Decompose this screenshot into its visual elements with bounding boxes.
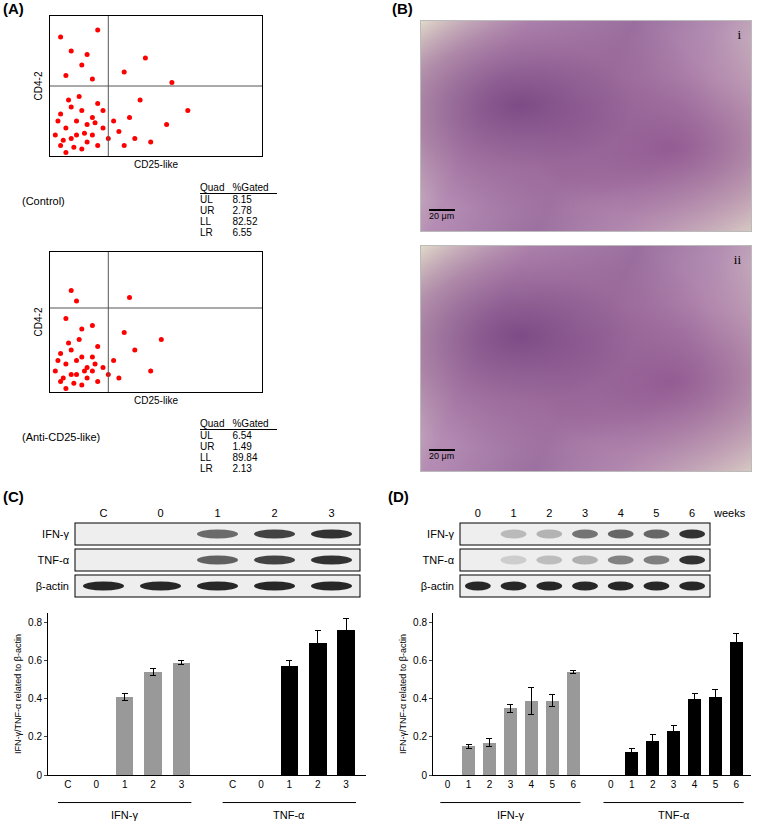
html-text:Quad: Quad [200,418,225,429]
svg-text:1: 1 [466,779,472,790]
svg-text:0.6: 0.6 [28,655,42,666]
html-text:8.15: 8.15 [232,194,252,205]
svg-text:2: 2 [546,507,552,519]
svg-text:TNF-α: TNF-α [658,809,690,821]
svg-text:TNF-α: TNF-α [423,554,455,566]
svg-text:3: 3 [179,779,185,790]
html-text:(C): (C) [3,488,24,505]
html-text:LR: LR [200,227,213,238]
svg-text:1: 1 [511,507,517,519]
html-text:20 μm: 20 μm [429,211,455,221]
html-text:LL: LL [200,452,212,463]
html-text:1.49: 1.49 [232,441,252,452]
svg-text:IFN-γ/TNF-α related to β-actin: IFN-γ/TNF-α related to β-actin [13,634,23,754]
html-text:(Control): (Control) [22,195,65,207]
html-text:2.78: 2.78 [232,205,252,216]
svg-text:C: C [64,779,71,790]
html-text:2.13: 2.13 [232,463,252,474]
svg-text:0.6: 0.6 [413,655,427,666]
html-text:(Anti-CD25-like): (Anti-CD25-like) [22,431,101,443]
svg-text:0.4: 0.4 [28,693,42,704]
svg-text:2: 2 [150,779,156,790]
svg-text:β-actin: β-actin [36,580,69,592]
svg-text:2: 2 [650,779,656,790]
svg-text:5: 5 [653,507,659,519]
svg-text:0.2: 0.2 [28,731,42,742]
svg-text:IFN-γ: IFN-γ [427,528,454,540]
html-text:ii: ii [733,252,741,267]
svg-text:4: 4 [529,779,535,790]
svg-text:0.4: 0.4 [413,693,427,704]
svg-text:0: 0 [157,507,163,519]
svg-text:6: 6 [570,779,576,790]
html-text:UR: UR [200,205,215,216]
svg-text:5: 5 [549,779,555,790]
svg-text:C: C [229,779,236,790]
svg-text:0.2: 0.2 [413,731,427,742]
svg-text:4: 4 [692,779,698,790]
svg-text:0: 0 [258,779,264,790]
svg-text:0: 0 [475,507,481,519]
svg-text:TNF-α: TNF-α [273,809,305,821]
html-text:%Gated: %Gated [232,182,269,193]
html-text:%Gated: %Gated [232,418,269,429]
svg-text:3: 3 [328,507,334,519]
svg-text:5: 5 [713,779,719,790]
svg-text:CD4-2: CD4-2 [33,307,44,336]
html-text:89.84: 89.84 [232,452,258,463]
svg-text:1: 1 [629,779,635,790]
svg-text:2: 2 [271,507,277,519]
html-text:(D): (D) [388,488,409,505]
svg-text:0: 0 [608,779,614,790]
svg-text:0.8: 0.8 [28,617,42,628]
svg-text:IFN-γ: IFN-γ [111,809,138,821]
html-text:6.55: 6.55 [232,227,252,238]
html-text:(B): (B) [392,0,413,17]
html-text:UL: UL [200,430,213,441]
svg-text:2: 2 [487,779,493,790]
svg-text:β-actin: β-actin [421,580,454,592]
svg-text:C: C [100,507,108,519]
svg-text:4: 4 [618,507,624,519]
html-text:Quad: Quad [200,182,225,193]
html-text:i: i [737,27,741,42]
svg-text:0: 0 [445,779,451,790]
svg-text:1: 1 [287,779,293,790]
svg-text:1: 1 [214,507,220,519]
html-text:20 μm: 20 μm [429,451,455,461]
svg-text:weeks: weeks [713,507,746,519]
html-text:UL: UL [200,194,213,205]
svg-text:6: 6 [734,779,740,790]
svg-text:0: 0 [93,779,99,790]
svg-text:3: 3 [671,779,677,790]
html-text:82.52: 82.52 [232,216,258,227]
svg-text:CD25-like: CD25-like [134,159,178,170]
svg-text:IFN-γ: IFN-γ [42,528,69,540]
svg-text:CD25-like: CD25-like [134,395,178,406]
svg-text:0: 0 [421,770,427,781]
html-text:6.54: 6.54 [232,430,252,441]
svg-text:3: 3 [582,507,588,519]
svg-text:1: 1 [122,779,128,790]
svg-text:2: 2 [315,779,321,790]
svg-text:6: 6 [689,507,695,519]
svg-text:IFN-γ: IFN-γ [497,809,524,821]
svg-text:CD4-2: CD4-2 [33,71,44,100]
svg-text:3: 3 [343,779,349,790]
html-text:LL: LL [200,216,212,227]
svg-text:3: 3 [508,779,514,790]
html-text:UR: UR [200,441,215,452]
svg-text:0: 0 [36,770,42,781]
svg-text:TNF-α: TNF-α [38,554,70,566]
svg-text:IFN-γ/TNF-α related to β-actin: IFN-γ/TNF-α related to β-actin [398,634,408,754]
html-text:(A): (A) [3,0,24,17]
svg-text:0.8: 0.8 [413,617,427,628]
html-text:LR: LR [200,463,213,474]
